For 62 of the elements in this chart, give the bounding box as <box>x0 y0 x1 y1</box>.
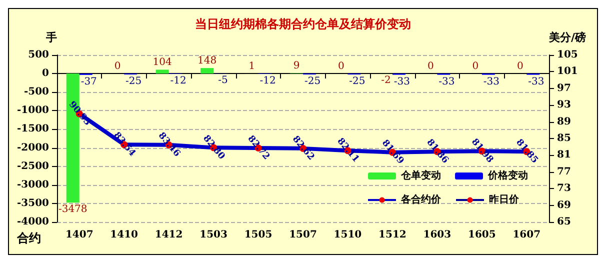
y2-axis-title: 美分/磅 <box>548 31 586 44</box>
y2-tick-label: 81 <box>557 150 571 161</box>
data-label: 104 <box>152 57 172 68</box>
data-label: 0 <box>114 61 121 72</box>
x-tick-label: 1505 <box>244 230 272 240</box>
y-tick-label: -3000 <box>17 179 50 190</box>
data-label: -33 <box>528 76 544 88</box>
y2-tick-label: 97 <box>557 82 571 94</box>
x-tick-label: 1607 <box>512 230 541 240</box>
data-label: -5 <box>218 75 228 86</box>
legend-label: 价格变动 <box>487 170 528 182</box>
y2-tick-label: 93 <box>557 100 571 111</box>
x-tick-label: 1603 <box>423 230 452 240</box>
y2-tick-label: 69 <box>557 200 571 211</box>
data-label: -33 <box>483 76 500 88</box>
data-label: -25 <box>126 76 142 87</box>
y2-tick-label: 101 <box>557 66 578 78</box>
y-tick-label: 0 <box>42 68 50 80</box>
y2-tick-label: 65 <box>557 216 571 228</box>
y-tick-label: -2500 <box>17 160 50 172</box>
x-tick-label: 1510 <box>334 230 362 240</box>
data-label: 9 <box>293 60 300 72</box>
data-label: -37 <box>80 76 97 88</box>
y2-tick-label: 73 <box>557 183 571 194</box>
x-tick-label: 1407 <box>65 230 94 240</box>
data-label: -12 <box>170 76 186 86</box>
data-label: -25 <box>304 76 321 87</box>
legend-label: 仓单变动 <box>400 170 441 182</box>
data-label: 0 <box>516 61 524 72</box>
data-label: 0 <box>427 61 434 72</box>
data-label: -33 <box>438 76 455 88</box>
x-tick-label: 1410 <box>110 230 138 240</box>
data-label: -3478 <box>58 204 88 216</box>
x-tick-label: 1503 <box>200 230 228 240</box>
data-label: -2 <box>381 75 391 86</box>
y-axis-title: 手 <box>45 31 57 44</box>
y2-tick-label: 85 <box>557 133 571 144</box>
chart-title: 当日纽约期棉各期合约仓单及结算价变动 <box>195 17 411 31</box>
data-label: 148 <box>198 56 217 67</box>
data-label: -25 <box>349 76 366 87</box>
y-tick-label: -1000 <box>17 105 50 116</box>
data-label: 1 <box>248 61 255 72</box>
y-tick-label: -1500 <box>17 124 50 135</box>
y2-tick-label: 89 <box>557 116 571 128</box>
x-tick-label: 1512 <box>378 230 406 240</box>
legend-label: 昨日价 <box>489 194 520 206</box>
x-tick-label: 1507 <box>289 230 317 240</box>
data-label: -33 <box>394 76 410 88</box>
y-tick-label: -4000 <box>17 216 50 228</box>
x-tick-label: 1412 <box>154 230 183 240</box>
data-label: -12 <box>260 76 276 86</box>
data-label: 0 <box>472 61 479 72</box>
y-tick-label: -2000 <box>17 142 50 154</box>
y-tick-label: -500 <box>24 86 50 98</box>
x-axis-title: 合约 <box>16 231 41 245</box>
data-label: 0 <box>338 61 344 72</box>
legend-label: 各合约价 <box>400 194 442 206</box>
y-tick-label: 500 <box>28 50 50 60</box>
y2-tick-label: 105 <box>557 50 578 60</box>
y2-tick-label: 77 <box>557 166 571 178</box>
y-tick-label: -3500 <box>17 198 50 209</box>
x-tick-label: 1605 <box>468 230 496 240</box>
